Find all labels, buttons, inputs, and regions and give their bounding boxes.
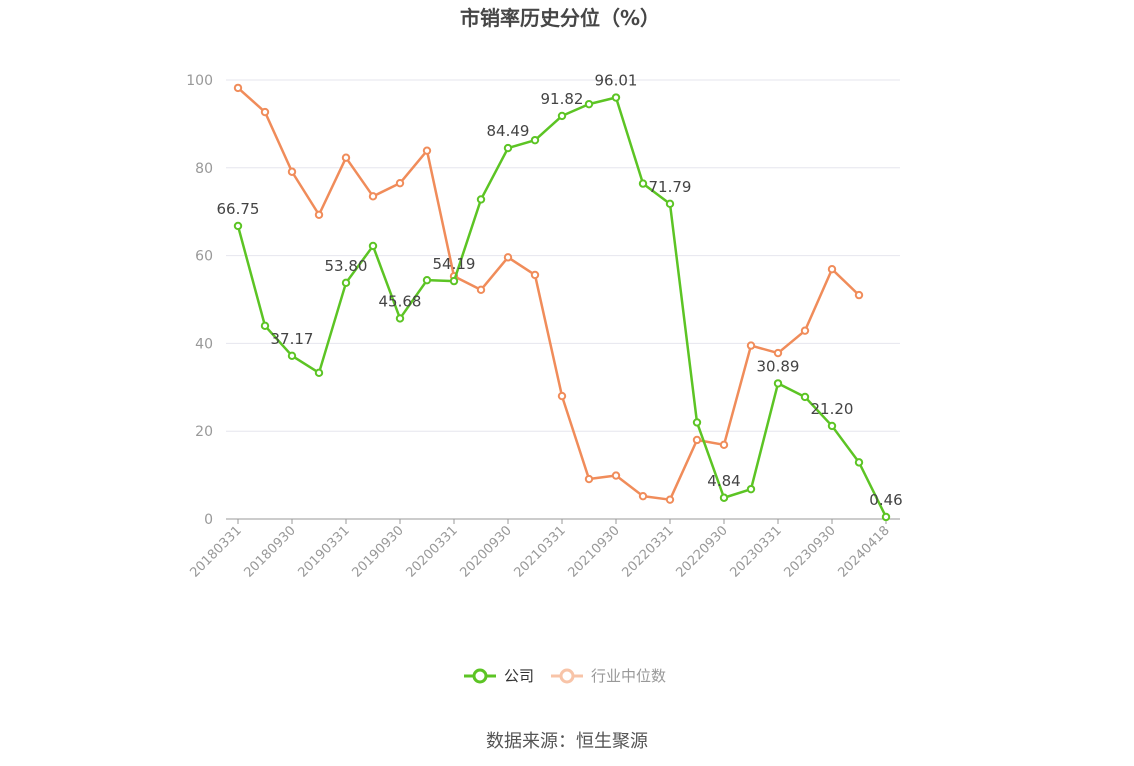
data-point-0 — [611, 93, 621, 102]
data-label: 21.20 — [811, 400, 854, 418]
grid — [226, 79, 900, 432]
legend-marker-industry — [559, 668, 575, 684]
data-point-1 — [341, 153, 351, 162]
data-point-0 — [422, 275, 432, 285]
data-point-0 — [368, 241, 378, 251]
data-point-0 — [692, 418, 702, 427]
x-tick-label: 20230331 — [727, 523, 784, 580]
y-tick-label: 20 — [195, 424, 213, 440]
data-point-0 — [638, 179, 648, 188]
data-point-1 — [287, 167, 297, 176]
data-point-1 — [368, 192, 378, 201]
data-point-0 — [665, 199, 675, 209]
x-tick-label: 20230930 — [781, 523, 838, 580]
y-tick-label: 60 — [195, 249, 213, 265]
data-label: 54.19 — [433, 255, 476, 273]
data-label: 71.79 — [649, 178, 692, 196]
legend-label-industry: 行业中位数 — [591, 667, 666, 685]
x-tick-label: 20200930 — [457, 523, 514, 580]
data-point-0 — [530, 135, 540, 145]
data-point-0 — [800, 392, 810, 402]
series-line-1 — [237, 86, 860, 501]
data-point-0 — [827, 421, 837, 431]
x-tick-label: 20190930 — [349, 523, 406, 580]
data-label: 91.82 — [541, 90, 584, 108]
data-point-0 — [341, 278, 351, 288]
data-point-0 — [476, 195, 486, 204]
data-point-1 — [314, 210, 324, 219]
data-point-1 — [800, 326, 810, 335]
data-point-0 — [395, 314, 405, 323]
data-label: 66.75 — [217, 200, 260, 218]
data-point-1 — [773, 348, 783, 358]
data-point-1 — [719, 440, 729, 450]
y-tick-label: 40 — [195, 336, 213, 352]
data-point-1 — [827, 265, 837, 274]
y-axis: 0 20 40 60 80 100 — [186, 73, 213, 528]
data-label: 0.46 — [869, 491, 902, 509]
legend-item-industry-median[interactable]: 行业中位数 — [551, 667, 666, 685]
data-point-0 — [449, 276, 459, 286]
data-point-1 — [638, 491, 648, 501]
data-point-0 — [260, 321, 270, 331]
source-note: 数据来源：恒生聚源 — [486, 731, 648, 752]
data-point-1 — [665, 495, 675, 504]
data-point-1 — [395, 178, 405, 188]
x-tick-label: 20220331 — [619, 523, 676, 580]
data-point-0 — [584, 99, 594, 109]
y-tick-label: 100 — [186, 73, 213, 89]
data-label: 45.68 — [379, 292, 422, 310]
data-point-1 — [233, 83, 243, 93]
legend-item-company[interactable]: 公司 — [464, 667, 534, 685]
x-tick-label: 20190331 — [295, 523, 352, 580]
series-group — [233, 83, 891, 522]
data-point-0 — [719, 493, 729, 502]
data-point-0 — [773, 379, 783, 388]
data-label: 30.89 — [757, 357, 800, 375]
data-point-1 — [584, 474, 594, 484]
data-point-1 — [692, 435, 702, 445]
data-point-1 — [611, 471, 621, 480]
y-tick-label: 0 — [204, 512, 213, 528]
data-point-0 — [854, 458, 864, 467]
series-line-0 — [236, 96, 888, 518]
legend[interactable]: 公司 行业中位数 — [464, 667, 666, 685]
data-point-1 — [260, 107, 270, 117]
data-point-0 — [746, 484, 756, 494]
data-point-0 — [503, 143, 513, 153]
x-tick-label: 20180331 — [187, 523, 244, 580]
data-point-1 — [854, 290, 864, 300]
x-tick-label: 20240418 — [835, 523, 892, 580]
data-point-0 — [557, 111, 567, 121]
data-point-1 — [746, 341, 756, 350]
data-label: 53.80 — [325, 257, 368, 275]
data-point-1 — [422, 146, 432, 155]
data-labels: 66.75 37.17 53.80 45.68 54.19 84.49 91.82 96.01… — [217, 72, 903, 509]
x-tick-label: 20220930 — [673, 523, 730, 580]
data-point-1 — [503, 253, 513, 262]
y-tick-label: 80 — [195, 161, 213, 177]
data-label: 37.17 — [271, 330, 314, 348]
legend-marker-company — [472, 668, 488, 684]
data-point-1 — [557, 391, 567, 401]
data-label: 84.49 — [487, 122, 530, 140]
data-point-1 — [530, 270, 540, 280]
chart-title: 市销率历史分位（%） — [460, 6, 660, 30]
legend-label-company: 公司 — [504, 667, 534, 685]
data-label: 96.01 — [595, 72, 638, 90]
data-point-0 — [881, 512, 891, 522]
data-point-0 — [314, 368, 324, 378]
data-point-0 — [233, 221, 243, 231]
data-point-1 — [476, 285, 486, 295]
x-tick-label: 20180930 — [241, 523, 298, 580]
data-point-0 — [287, 351, 297, 361]
x-tick-label: 20210930 — [565, 523, 622, 580]
x-tick-label: 20210331 — [511, 523, 568, 580]
x-tick-label: 20200331 — [403, 523, 460, 580]
data-label: 4.84 — [707, 472, 740, 490]
x-axis: 2018033120180930201903312019093020200331… — [187, 518, 900, 581]
